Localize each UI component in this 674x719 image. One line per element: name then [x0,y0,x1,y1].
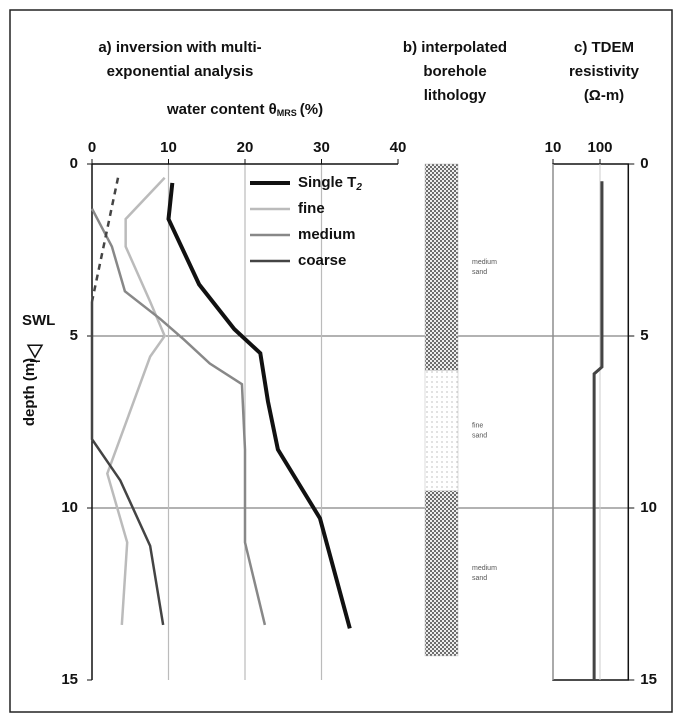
legend-label: medium [298,226,356,243]
y-tick-label: 15 [640,671,657,688]
series-line [90,301,165,626]
panel-title: resistivity [569,63,640,80]
lithology-label: sand [472,269,487,276]
y-tick-label: 5 [640,327,648,344]
panel-title: c) TDEM [574,39,634,56]
x-tick-label: 20 [237,139,254,156]
y-tick-label: 10 [61,499,78,516]
x-tick-label: 40 [390,139,407,156]
panel-title: exponential analysis [107,63,254,80]
x-axis-label-unit: (%) [300,101,323,118]
series-line [592,181,604,680]
x-axis-label-text: water content θ [166,101,277,118]
panel-title: (Ω-m) [584,87,624,104]
frame [9,9,673,713]
y-tick-label: 15 [61,671,78,688]
legend-label: coarse [298,252,346,269]
legend-label-text: coarse [298,252,346,269]
lithology-layer [424,370,459,492]
legend-label-text: fine [298,200,325,217]
lithology-label: sand [472,575,487,582]
panel-title: a) inversion with multi- [98,39,261,56]
x-tick-label: 10 [545,139,562,156]
lithology-label: medium [472,565,497,572]
y-tick-label: 0 [70,155,78,172]
y-tick-label: 5 [70,327,78,344]
lithology-label: sand [472,432,487,439]
panel-box [552,163,630,681]
y-tick-label: 0 [640,155,648,172]
panel-title: lithology [424,87,487,104]
legend-label: Single T2 [298,174,362,193]
series-line [105,176,167,626]
lithology-label: fine [472,422,483,429]
series-line [90,177,120,302]
swl-marker [26,344,44,362]
lithology-layer [424,163,459,371]
x-tick-label: 100 [587,139,612,156]
y-tick-label: 10 [640,499,657,516]
x-tick-label: 0 [88,139,96,156]
x-axis-label-sub: MRS [277,108,297,118]
legend-label-text: Single T [298,174,356,191]
legend-label-text: medium [298,226,356,243]
lithology-label: medium [472,259,497,266]
panel-title: b) interpolated [403,39,507,56]
x-tick-label: 10 [160,139,177,156]
x-tick-label: 30 [313,139,330,156]
legend-label-sub: 2 [355,182,362,193]
panel-title: borehole [423,63,486,80]
y-axis-label: depth (m) [21,358,38,426]
swl-label: SWL [22,312,55,329]
series-line [90,208,267,626]
legend-label: fine [298,200,325,217]
x-axis-label: water content θMRS (%) [166,101,323,118]
lithology-layer [424,490,459,657]
series-line [166,182,352,629]
